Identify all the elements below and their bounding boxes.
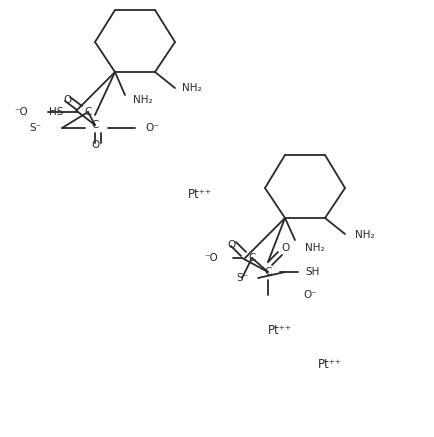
Text: C: C [91,120,99,130]
Text: O: O [228,240,236,250]
Text: C: C [84,107,92,117]
Text: SH: SH [305,267,319,277]
Text: Pt⁺⁺: Pt⁺⁺ [318,358,342,371]
Text: O: O [64,95,72,105]
Text: C: C [248,253,256,263]
Text: ⁻O: ⁻O [204,253,218,263]
Text: NH₂: NH₂ [133,95,153,105]
Text: O⁻: O⁻ [145,123,159,133]
Text: NH₂: NH₂ [305,243,325,253]
Text: Pt⁺⁺: Pt⁺⁺ [188,188,212,201]
Text: O: O [282,243,290,253]
Text: S⁻: S⁻ [30,123,42,133]
Text: O: O [91,140,99,150]
Text: S⁻: S⁻ [236,273,248,283]
Text: NH₂: NH₂ [182,83,202,93]
Text: O⁻: O⁻ [303,290,317,300]
Text: NH₂: NH₂ [355,230,375,240]
Text: HS: HS [49,107,63,117]
Text: Pt⁺⁺: Pt⁺⁺ [268,323,292,336]
Text: ⁻O: ⁻O [14,107,28,117]
Text: C: C [264,267,272,277]
